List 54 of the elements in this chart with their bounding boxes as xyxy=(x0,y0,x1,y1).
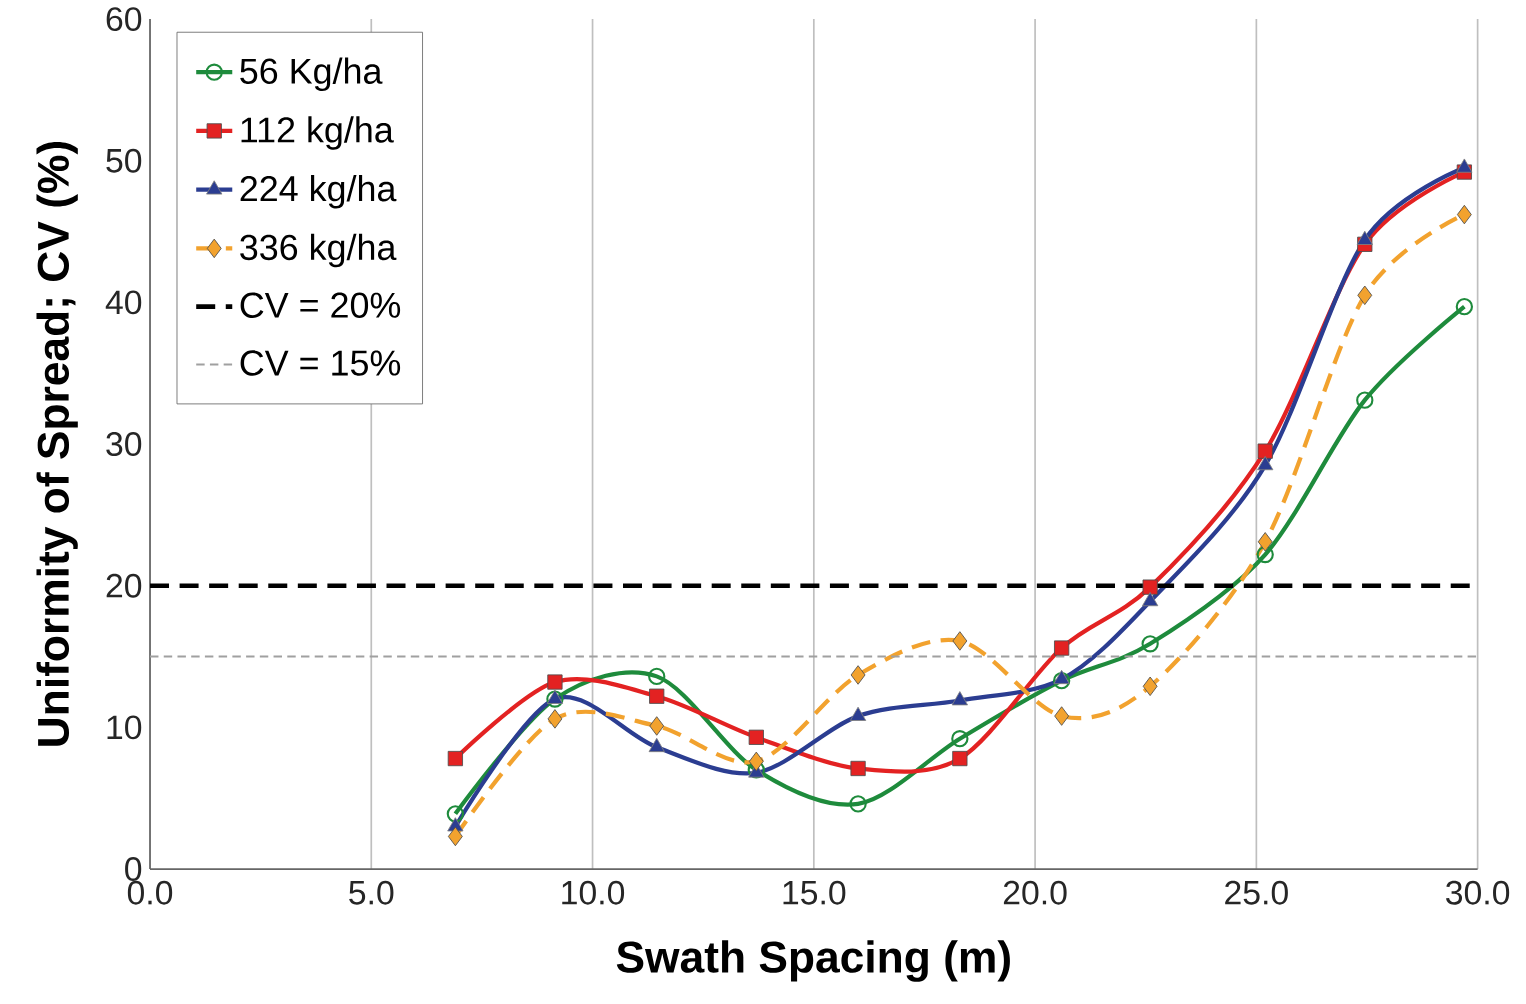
x-tick-label: 10.0 xyxy=(562,880,625,905)
point xyxy=(447,750,463,767)
point xyxy=(1142,676,1158,696)
x-tick-label: 15.0 xyxy=(783,880,846,905)
point xyxy=(748,729,764,745)
y-tick-label: 50 xyxy=(106,148,142,173)
x-tick-label: 5.0 xyxy=(349,880,394,905)
x-tick-label: 20.0 xyxy=(1003,880,1067,905)
point xyxy=(951,730,969,748)
point xyxy=(649,688,665,704)
point xyxy=(1054,706,1070,726)
point xyxy=(952,631,968,651)
x-axis-title: Swath Spacing (m) xyxy=(616,940,1010,982)
legend-label: CV = 20% xyxy=(240,292,401,318)
x-tick-label: 25.0 xyxy=(1225,880,1288,905)
legend-label: 224 kg/ha xyxy=(240,175,397,209)
y-tick-label: 10 xyxy=(107,715,142,740)
point xyxy=(952,750,968,767)
point xyxy=(547,709,563,729)
y-axis-title: Uniformity of Spread; CV (%) xyxy=(36,142,78,746)
point xyxy=(1356,391,1374,409)
point xyxy=(849,795,867,813)
point xyxy=(648,667,666,685)
point xyxy=(1256,545,1274,564)
point xyxy=(1142,579,1158,595)
y-tick-label: 60 xyxy=(106,7,142,31)
y-tick-label: 40 xyxy=(105,290,142,315)
x-tick-label: 30.0 xyxy=(1446,880,1510,905)
point xyxy=(1456,204,1472,225)
point xyxy=(850,760,866,777)
point xyxy=(1257,532,1273,552)
y-tick-label: 0 xyxy=(125,857,142,881)
legend-label: CV = 15% xyxy=(240,350,401,376)
point xyxy=(1052,671,1071,690)
point xyxy=(1141,635,1159,653)
point xyxy=(1456,158,1473,173)
point xyxy=(1455,297,1474,316)
x-tick-label: 0.0 xyxy=(127,880,173,905)
legend-label: 336 kg/ha xyxy=(240,233,397,268)
point xyxy=(850,665,866,685)
point xyxy=(1357,285,1373,305)
point xyxy=(1257,443,1273,459)
legend-label: 112 kg/ha xyxy=(241,116,394,150)
point xyxy=(546,690,564,708)
point xyxy=(547,674,563,690)
point xyxy=(1054,640,1070,656)
legend-label: 56 Kg/ha xyxy=(240,57,383,91)
point xyxy=(446,805,465,823)
point xyxy=(447,826,463,847)
y-tick-label: 30 xyxy=(106,432,142,456)
point xyxy=(649,716,665,736)
y-tick-label: 20 xyxy=(106,573,142,598)
point xyxy=(951,691,968,706)
point xyxy=(748,751,764,772)
